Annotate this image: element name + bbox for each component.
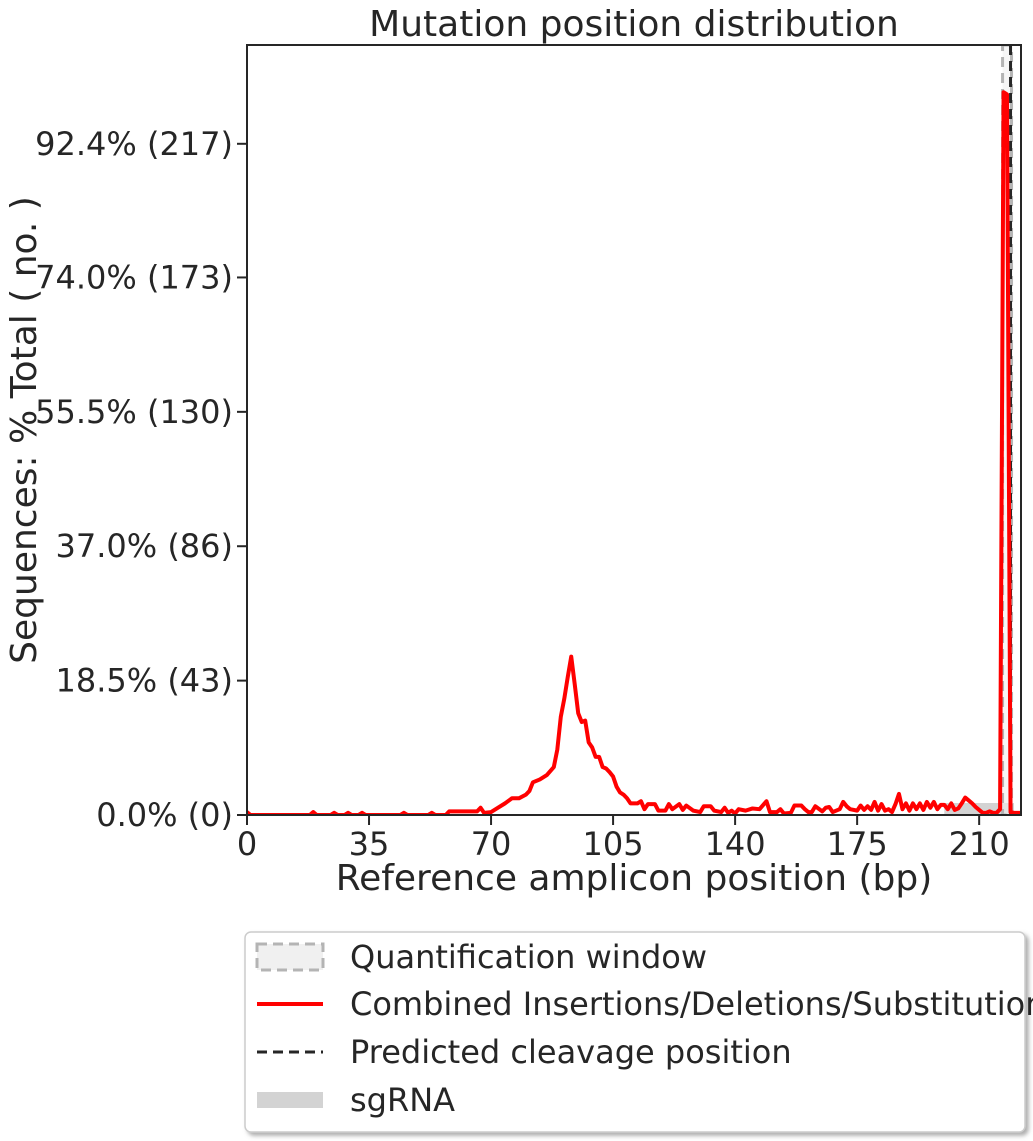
x-axis-title: Reference amplicon position (bp): [336, 858, 933, 899]
y-axis-title: Sequences: % Total ( no. ): [4, 196, 45, 664]
legend-label: Combined Insertions/Deletions/Substituti…: [350, 985, 1033, 1023]
y-axis: 0.0% (0) 18.5% (43) 37.0% (86) 55.5% (130) 7…: [35, 125, 247, 834]
x-tick-label: 0: [237, 825, 257, 863]
legend-swatch-sgrna: [257, 1092, 323, 1108]
plot-area: [246, 44, 1022, 816]
legend: Quantification window Combined Insertions…: [244, 931, 1033, 1133]
legend-label: Predicted cleavage position: [350, 1033, 792, 1071]
x-tick-label: 175: [827, 825, 888, 863]
y-tick-label: 37.0% (86): [55, 527, 233, 565]
y-tick-label: 74.0% (173): [35, 258, 233, 296]
x-tick-label: 35: [349, 825, 390, 863]
x-tick-label: 140: [705, 825, 766, 863]
x-tick-label: 105: [583, 825, 644, 863]
y-tick-label: 0.0% (0): [96, 796, 233, 834]
chart-title: Mutation position distribution: [369, 4, 899, 45]
legend-label: Quantification window: [350, 938, 707, 976]
y-tick-label: 92.4% (217): [35, 125, 233, 163]
x-tick-label: 210: [949, 825, 1010, 863]
legend-label: sgRNA: [350, 1081, 455, 1119]
y-tick-label: 18.5% (43): [55, 662, 233, 700]
x-tick-label: 70: [471, 825, 512, 863]
legend-swatch-quantification-window: [255, 942, 325, 972]
x-axis: 0 35 70 105 140 175 210: [237, 815, 1010, 863]
plot-frame: [246, 44, 1022, 816]
series-line-0: [247, 90, 1021, 815]
y-tick-label: 55.5% (130): [35, 393, 233, 431]
legend-frame: [244, 931, 1026, 1133]
